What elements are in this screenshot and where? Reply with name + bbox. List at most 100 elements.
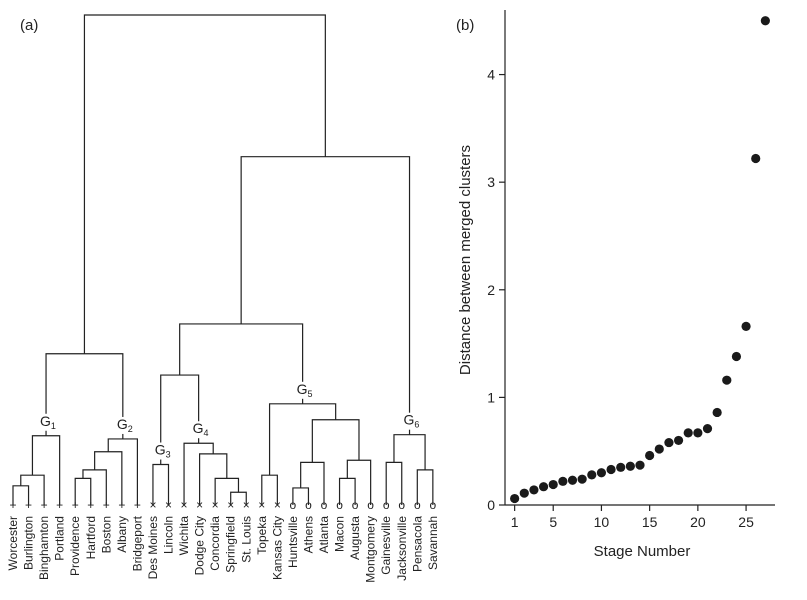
leaf-label: Burlington bbox=[22, 516, 36, 570]
scatter-point bbox=[702, 423, 713, 434]
scatter-point bbox=[548, 479, 558, 490]
scatter-point bbox=[760, 16, 770, 26]
scatter-point bbox=[587, 470, 597, 480]
x-tick-label: 15 bbox=[642, 514, 658, 530]
dendrogram-link bbox=[94, 451, 123, 505]
leaf-label: Lincoln bbox=[162, 516, 176, 554]
group-label-bg bbox=[36, 413, 57, 431]
leaf-label: Albany bbox=[115, 516, 129, 553]
leaf-label: Des Moines bbox=[146, 516, 160, 579]
scatter-point bbox=[722, 375, 732, 385]
leaf-label: Augusta bbox=[348, 516, 362, 560]
scatter-point bbox=[567, 475, 578, 485]
dendrogram-link bbox=[240, 156, 411, 435]
dendrogram-link bbox=[214, 477, 240, 505]
scatter-point bbox=[529, 485, 539, 495]
dendrogram-link bbox=[199, 453, 228, 505]
leaf-label: Atlanta bbox=[317, 516, 331, 554]
leaf-label: Athens bbox=[301, 516, 315, 553]
leaf-label: Montgomery bbox=[364, 516, 378, 583]
scatter-point bbox=[673, 435, 684, 446]
x-tick-label: 10 bbox=[594, 514, 610, 530]
scatter-point bbox=[510, 493, 520, 504]
leaf-label: Topeka bbox=[255, 516, 269, 555]
leaf-label: Jacksonville bbox=[395, 516, 409, 581]
scatter-point bbox=[731, 351, 742, 362]
dendrogram-link bbox=[83, 14, 326, 354]
dendrogram-link bbox=[152, 463, 170, 505]
dendrogram-link bbox=[261, 474, 278, 505]
leaf-label: Springfield bbox=[224, 516, 238, 573]
dendrogram-link bbox=[20, 474, 45, 505]
leaf-label: Dodge City bbox=[193, 516, 207, 575]
x-tick-label: 20 bbox=[690, 514, 706, 530]
dendrogram-link bbox=[311, 419, 360, 463]
group-label: G3 bbox=[155, 442, 171, 460]
scatter-point bbox=[683, 428, 693, 438]
leaf-label: Concordia bbox=[208, 516, 222, 571]
scatter-point bbox=[664, 437, 674, 448]
x-tick-label: 1 bbox=[511, 514, 519, 530]
y-tick-label: 1 bbox=[487, 389, 495, 405]
leaf-label: Binghamton bbox=[37, 516, 51, 580]
x-tick-label: 5 bbox=[549, 514, 557, 530]
leaf-label: Savannah bbox=[426, 516, 440, 570]
panel-a-label: (a) bbox=[20, 17, 38, 34]
panel-b-label: (b) bbox=[456, 17, 474, 34]
scatter-point bbox=[625, 461, 635, 471]
scatter-point bbox=[635, 460, 645, 470]
dendrogram-link bbox=[45, 353, 124, 439]
dendrogram-link bbox=[292, 487, 310, 505]
scatter-point bbox=[606, 464, 616, 475]
scatter-panel: (b) Stage Number Distance between merged… bbox=[456, 10, 775, 560]
scatter-point bbox=[538, 482, 549, 492]
dendrogram-link bbox=[74, 477, 92, 505]
group-label: G2 bbox=[117, 416, 133, 434]
leaf-label: Gainesville bbox=[379, 516, 393, 575]
dendrogram-link bbox=[183, 442, 214, 505]
y-tick-label: 2 bbox=[487, 282, 495, 298]
x-axis-title: Stage Number bbox=[594, 543, 691, 560]
scatter-point bbox=[693, 428, 703, 438]
y-tick-label: 3 bbox=[487, 174, 495, 190]
scatter-point bbox=[654, 444, 664, 454]
scatter-point bbox=[741, 321, 751, 331]
y-tick-label: 4 bbox=[487, 67, 495, 83]
group-label-bg bbox=[292, 381, 313, 399]
group-label-bg bbox=[150, 442, 171, 460]
group-label-bg bbox=[188, 421, 209, 439]
leaf-label: Macon bbox=[333, 516, 347, 552]
leaf-label: Boston bbox=[99, 516, 113, 553]
dendrogram-link bbox=[268, 403, 337, 476]
leaf-label: Hartford bbox=[84, 516, 98, 559]
group-label-bg bbox=[399, 412, 420, 430]
group-label: G6 bbox=[404, 412, 420, 430]
dendrogram-link bbox=[31, 435, 61, 505]
dendrogram-link bbox=[82, 469, 107, 505]
leaf-label: Wichita bbox=[177, 516, 191, 556]
scatter-point bbox=[519, 488, 529, 498]
dendrogram-link bbox=[346, 459, 372, 505]
group-label: G4 bbox=[193, 420, 209, 438]
scatter-point bbox=[616, 462, 626, 472]
y-axis-title: Distance between merged clusters bbox=[457, 145, 474, 375]
scatter-point bbox=[645, 450, 655, 461]
leaf-label: Bridgeport bbox=[130, 515, 144, 571]
group-label: G5 bbox=[297, 381, 313, 399]
leaf-label: St. Louis bbox=[239, 516, 253, 563]
scatter-point bbox=[596, 468, 607, 478]
leaf-label: Kansas City bbox=[270, 516, 284, 580]
group-label-bg bbox=[112, 416, 133, 434]
dendrogram-link bbox=[338, 477, 356, 505]
leaf-label: Worcester bbox=[6, 516, 20, 570]
scatter-point bbox=[577, 474, 587, 484]
leaf-label: Portland bbox=[53, 516, 67, 561]
x-tick-label: 25 bbox=[738, 514, 754, 530]
leaf-label: Huntsville bbox=[286, 516, 300, 568]
group-label: G1 bbox=[40, 413, 56, 431]
scatter-point bbox=[751, 153, 761, 164]
dendrogram-link bbox=[107, 438, 138, 505]
leaf-label: Pensacola bbox=[410, 516, 424, 572]
scatter-point bbox=[712, 407, 722, 418]
